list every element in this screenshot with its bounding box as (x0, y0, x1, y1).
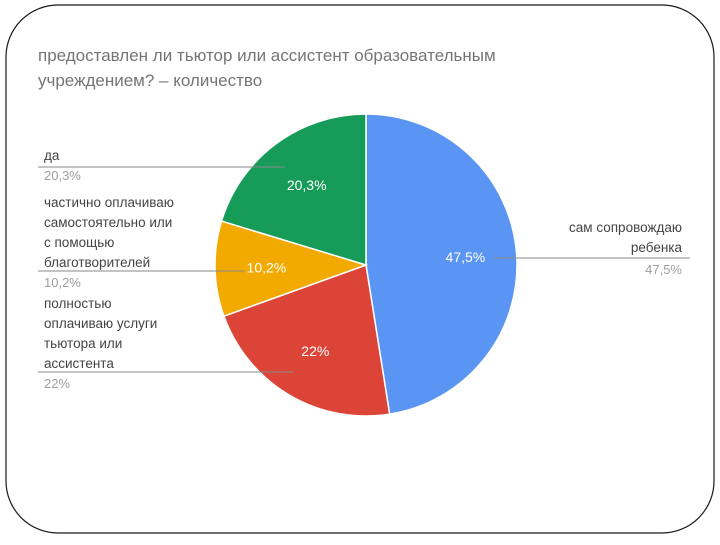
slice-value-label: 20,3% (287, 177, 327, 193)
slice-category-label: благотворителей (44, 255, 150, 270)
inside-labels: 47,5% 22% 10,2% 20,3% (247, 177, 486, 359)
slice-value-label: 22% (301, 343, 329, 359)
slice-value-label: 47,5% (446, 249, 486, 265)
chart-title-line-1: предоставлен ли тьютор или ассистент обр… (38, 46, 496, 65)
outside-labels: сам сопровождаю ребенка 47,5% полностью опла… (44, 148, 682, 391)
pie-slice (222, 263, 391, 417)
slice-outside-percent: 22% (44, 376, 70, 391)
slice-outside-percent: 10,2% (44, 275, 81, 290)
slice-category-label: с помощью (44, 235, 114, 250)
pie-slices (214, 113, 518, 417)
slice-category-label: самостоятельно или (44, 215, 172, 230)
pie-slice (220, 113, 367, 267)
slice-category-label: тьютора или (44, 336, 122, 351)
slice-outside-percent: 20,3% (44, 168, 81, 183)
slice-category-label: полностью (44, 296, 111, 311)
slice-category-label: сам сопровождаю (569, 220, 682, 235)
slice-value-label: 10,2% (247, 260, 287, 276)
leader-lines (38, 166, 690, 373)
slice-category-label: оплачиваю услуги (44, 316, 157, 331)
slice-category-label: частично оплачиваю (44, 195, 174, 210)
pie-slice (214, 220, 369, 318)
pie-slice (365, 113, 518, 415)
slice-category-label: ребенка (631, 240, 683, 255)
slice-category-label: ассистента (44, 356, 114, 371)
slice-category-label: да (44, 148, 60, 163)
chart-title-line-2: учреждением? – количество (38, 71, 262, 90)
slice-outside-percent: 47,5% (645, 262, 682, 277)
